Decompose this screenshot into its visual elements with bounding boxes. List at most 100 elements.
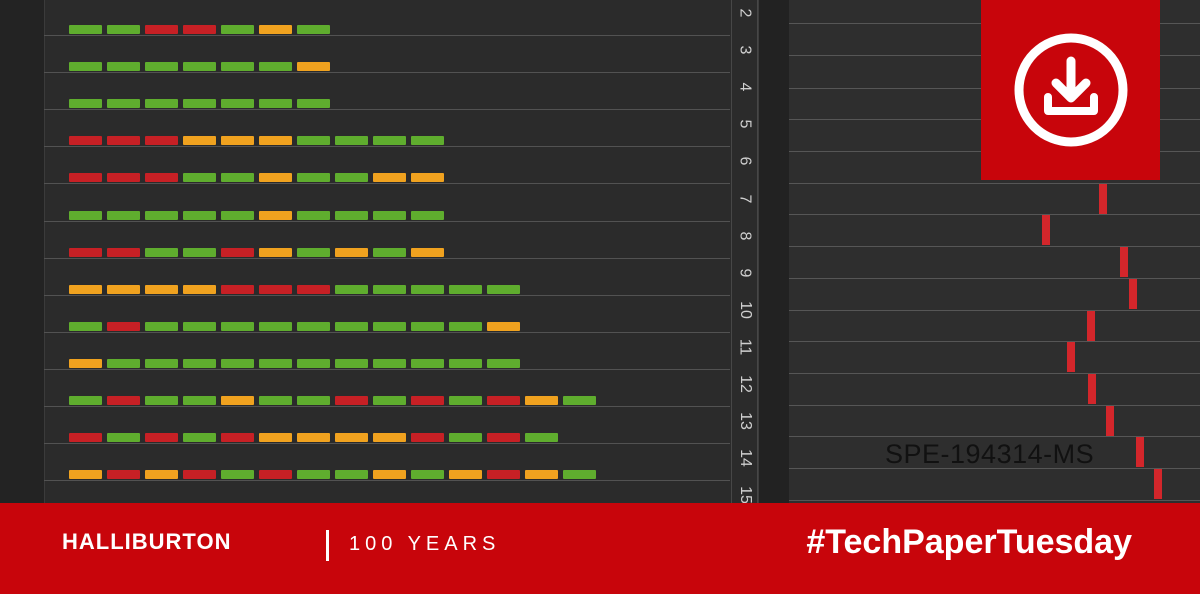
- status-segment: [183, 322, 216, 331]
- timeline-gridline: [789, 310, 1200, 311]
- timeline-marker: [1099, 184, 1107, 214]
- status-segment: [145, 396, 178, 405]
- status-segment: [335, 322, 368, 331]
- row-gridline: [44, 406, 730, 407]
- status-segment: [335, 248, 368, 257]
- timeline-gridline: [789, 405, 1200, 406]
- timeline-gridline: [789, 214, 1200, 215]
- timeline-gridline: [789, 278, 1200, 279]
- status-segment: [69, 25, 102, 34]
- row-gridline: [44, 332, 730, 333]
- status-segment: [221, 136, 254, 145]
- status-segment: [335, 396, 368, 405]
- status-segment: [107, 136, 140, 145]
- row-gridlines: [44, 0, 730, 503]
- status-segment: [373, 173, 406, 182]
- status-segment: [373, 396, 406, 405]
- row-number: 10: [736, 301, 754, 319]
- status-segment: [259, 285, 292, 294]
- timeline-gridline: [789, 341, 1200, 342]
- status-segment: [525, 470, 558, 479]
- status-segment: [107, 248, 140, 257]
- status-segment: [259, 322, 292, 331]
- hashtag-label: #TechPaperTuesday: [806, 523, 1132, 561]
- status-segment: [259, 470, 292, 479]
- row-number: 7: [736, 194, 754, 204]
- status-segment: [411, 248, 444, 257]
- download-button[interactable]: [981, 0, 1160, 180]
- row-number: 6: [736, 156, 754, 166]
- status-segment: [145, 62, 178, 71]
- timeline-marker: [1042, 215, 1050, 245]
- panel-divider: [758, 0, 790, 503]
- status-segment: [221, 396, 254, 405]
- status-segment: [411, 396, 444, 405]
- row-gridline: [44, 295, 730, 296]
- status-segment: [335, 211, 368, 220]
- status-segment: [183, 211, 216, 220]
- row-gridline: [44, 369, 730, 370]
- status-segment: [69, 433, 102, 442]
- timeline-marker: [1129, 279, 1137, 309]
- status-segment: [411, 211, 444, 220]
- status-segment: [69, 359, 102, 368]
- status-segment: [335, 173, 368, 182]
- status-segment: [69, 62, 102, 71]
- status-segment: [335, 285, 368, 294]
- row-number-column: 2 3 4 5 6 7 8 9 10 11 12 13 14 15: [731, 0, 758, 503]
- status-segment: [69, 173, 102, 182]
- status-segment: [259, 25, 292, 34]
- brand-logo-text: HALLIBURTON: [62, 529, 232, 554]
- status-segment: [449, 359, 482, 368]
- status-segment: [373, 136, 406, 145]
- status-segment: [183, 136, 216, 145]
- brand-separator: [326, 530, 329, 561]
- status-segment: [449, 396, 482, 405]
- status-segment: [259, 211, 292, 220]
- row-number: 12: [736, 375, 754, 393]
- brand-tagline: 100 YEARS: [349, 533, 501, 555]
- row-number: 8: [736, 231, 754, 241]
- timeline-marker: [1088, 374, 1096, 404]
- status-segment: [297, 359, 330, 368]
- row-gridline: [44, 258, 730, 259]
- status-segment: [183, 99, 216, 108]
- status-grid-panel: 2 3 4 5 6 7 8 9 10 11 12 13 14 15: [44, 0, 758, 503]
- status-segment: [145, 322, 178, 331]
- row-number: 11: [736, 338, 754, 356]
- status-segment: [221, 433, 254, 442]
- status-segment: [183, 62, 216, 71]
- status-segment: [145, 173, 178, 182]
- status-segment: [183, 359, 216, 368]
- status-segment: [411, 136, 444, 145]
- status-segment: [221, 62, 254, 71]
- status-segment: [259, 396, 292, 405]
- status-segment: [411, 285, 444, 294]
- status-segment: [145, 248, 178, 257]
- status-segment: [373, 211, 406, 220]
- status-segment: [373, 470, 406, 479]
- status-segment: [563, 470, 596, 479]
- status-segment: [525, 433, 558, 442]
- row-gridline: [44, 480, 730, 481]
- timeline-marker: [1136, 437, 1144, 467]
- status-segment: [221, 25, 254, 34]
- status-segment: [373, 433, 406, 442]
- status-segment: [107, 470, 140, 479]
- status-segment: [297, 285, 330, 294]
- timeline-gridline: [789, 183, 1200, 184]
- status-segment: [449, 433, 482, 442]
- row-number: 3: [736, 45, 754, 55]
- timeline-gridline: [789, 373, 1200, 374]
- timeline-gridline: [789, 246, 1200, 247]
- status-segment: [221, 359, 254, 368]
- status-segment: [297, 62, 330, 71]
- status-segment: [487, 470, 520, 479]
- timeline-marker: [1120, 247, 1128, 277]
- status-segment: [107, 285, 140, 294]
- status-segment: [411, 470, 444, 479]
- timeline-gridline: [789, 468, 1200, 469]
- timeline-marker: [1154, 469, 1162, 499]
- status-segment: [487, 396, 520, 405]
- row-gridline: [44, 183, 730, 184]
